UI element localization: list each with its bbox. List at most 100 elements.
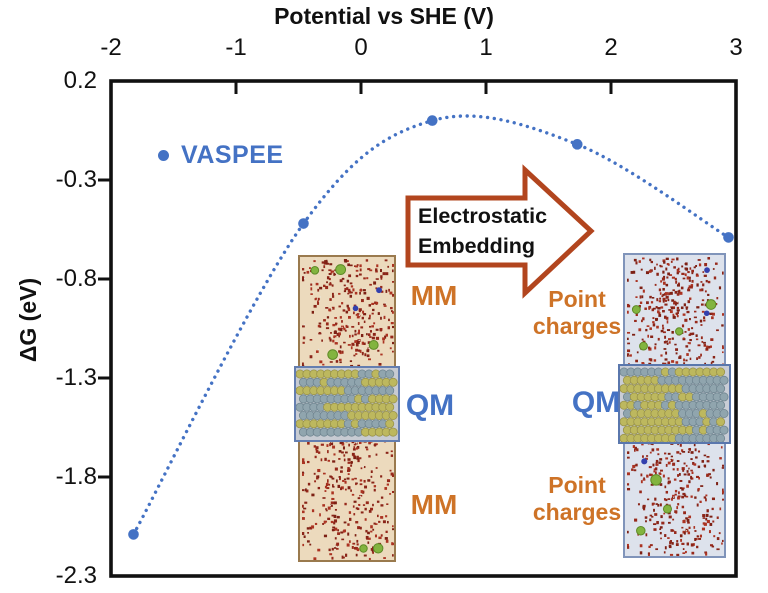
- water-molecule-dot: [318, 451, 321, 454]
- water-molecule-dot: [700, 303, 704, 306]
- water-molecule-dot: [712, 355, 716, 359]
- water-molecule-dot: [346, 304, 349, 308]
- green-ion: [636, 526, 646, 536]
- water-hydrogen-dot: [669, 475, 671, 478]
- water-molecule-dot: [360, 288, 362, 292]
- water-molecule-dot: [627, 530, 629, 534]
- water-molecule-dot: [691, 269, 695, 273]
- label-mm-bottom: MM: [410, 489, 458, 520]
- water-molecule-dot: [722, 539, 724, 543]
- water-molecule-dot: [329, 338, 332, 342]
- green-ion: [310, 266, 320, 275]
- water-molecule-dot: [722, 345, 724, 349]
- water-hydrogen-dot: [688, 483, 690, 485]
- water-molecule-dot: [348, 511, 352, 514]
- water-hydrogen-dot: [358, 314, 361, 316]
- water-molecule-dot: [627, 303, 630, 307]
- water-molecule-dot: [380, 504, 384, 507]
- water-hydrogen-dot: [666, 302, 668, 304]
- water-molecule-dot: [390, 335, 394, 339]
- slab-atom: [388, 411, 398, 421]
- water-molecule-dot: [331, 491, 334, 495]
- water-molecule-dot: [672, 289, 675, 292]
- water-molecule-dot: [667, 481, 670, 485]
- water-molecule-dot: [303, 271, 306, 274]
- water-molecule-dot: [365, 446, 368, 449]
- water-molecule-dot: [321, 269, 324, 272]
- water-molecule-dot: [366, 277, 369, 280]
- water-molecule-dot: [355, 343, 359, 347]
- water-molecule-dot: [339, 328, 343, 332]
- water-molecule-dot: [352, 542, 356, 545]
- water-hydrogen-dot: [678, 466, 680, 468]
- water-molecule-dot: [331, 292, 334, 296]
- water-molecule-dot: [333, 272, 336, 276]
- water-molecule-dot: [343, 454, 346, 457]
- water-molecule-dot: [649, 518, 652, 522]
- water-molecule-dot: [359, 526, 362, 530]
- water-molecule-dot: [716, 329, 719, 332]
- label-point-charges-top: Point charges: [532, 286, 622, 339]
- water-hydrogen-dot: [714, 266, 717, 268]
- water-molecule-dot: [366, 333, 368, 336]
- slab-atom: [388, 377, 398, 387]
- water-hydrogen-dot: [343, 276, 346, 278]
- water-molecule-dot: [662, 327, 665, 330]
- water-molecule-dot: [357, 315, 361, 317]
- water-hydrogen-dot: [718, 480, 720, 482]
- water-molecule-dot: [696, 357, 698, 361]
- water-molecule-dot: [368, 317, 371, 320]
- water-molecule-dot: [351, 546, 354, 549]
- water-molecule-dot: [326, 444, 329, 447]
- water-molecule-dot: [385, 530, 388, 533]
- water-molecule-dot: [344, 287, 347, 291]
- water-molecule-dot: [681, 526, 684, 529]
- water-hydrogen-dot: [673, 362, 675, 364]
- water-molecule-dot: [370, 548, 374, 551]
- water-hydrogen-dot: [649, 550, 652, 553]
- water-hydrogen-dot: [631, 352, 633, 354]
- water-molecule-dot: [701, 288, 704, 292]
- water-hydrogen-dot: [632, 269, 634, 271]
- water-molecule-dot: [332, 295, 335, 298]
- water-molecule-dot: [648, 545, 651, 549]
- water-molecule-dot: [633, 469, 637, 472]
- water-molecule-dot: [705, 279, 708, 283]
- water-molecule-dot: [355, 482, 358, 485]
- water-molecule-dot: [718, 532, 721, 535]
- water-molecule-dot: [392, 269, 394, 273]
- water-molecule-dot: [711, 360, 715, 363]
- water-hydrogen-dot: [357, 351, 359, 353]
- water-molecule-dot: [389, 493, 392, 495]
- water-hydrogen-dot: [356, 532, 358, 534]
- water-molecule-dot: [685, 550, 687, 554]
- water-molecule-dot: [317, 324, 321, 328]
- water-molecule-dot: [329, 282, 332, 285]
- water-molecule-dot: [309, 267, 311, 270]
- water-hydrogen-dot: [685, 530, 688, 532]
- water-molecule-dot: [672, 494, 675, 498]
- water-molecule-dot: [679, 443, 682, 447]
- water-molecule-dot: [634, 319, 637, 323]
- water-molecule-dot: [338, 334, 340, 338]
- water-molecule-dot: [355, 507, 359, 510]
- water-molecule-dot: [677, 474, 680, 477]
- water-molecule-dot: [311, 509, 315, 513]
- water-molecule-dot: [647, 553, 650, 556]
- water-molecule-dot: [640, 268, 643, 271]
- water-molecule-dot: [627, 451, 630, 454]
- water-molecule-dot: [363, 320, 366, 323]
- water-molecule-dot: [668, 292, 671, 296]
- water-hydrogen-dot: [696, 319, 699, 321]
- water-molecule-dot: [349, 360, 353, 363]
- water-molecule-dot: [722, 464, 724, 467]
- water-molecule-dot: [330, 501, 334, 504]
- water-molecule-dot: [703, 319, 706, 322]
- water-molecule-dot: [688, 526, 691, 529]
- water-molecule-dot: [323, 265, 326, 269]
- water-hydrogen-dot: [304, 277, 306, 280]
- water-molecule-dot: [302, 543, 305, 547]
- water-hydrogen-dot: [338, 514, 340, 516]
- water-molecule-dot: [678, 289, 681, 293]
- legend-marker-icon: [158, 150, 169, 161]
